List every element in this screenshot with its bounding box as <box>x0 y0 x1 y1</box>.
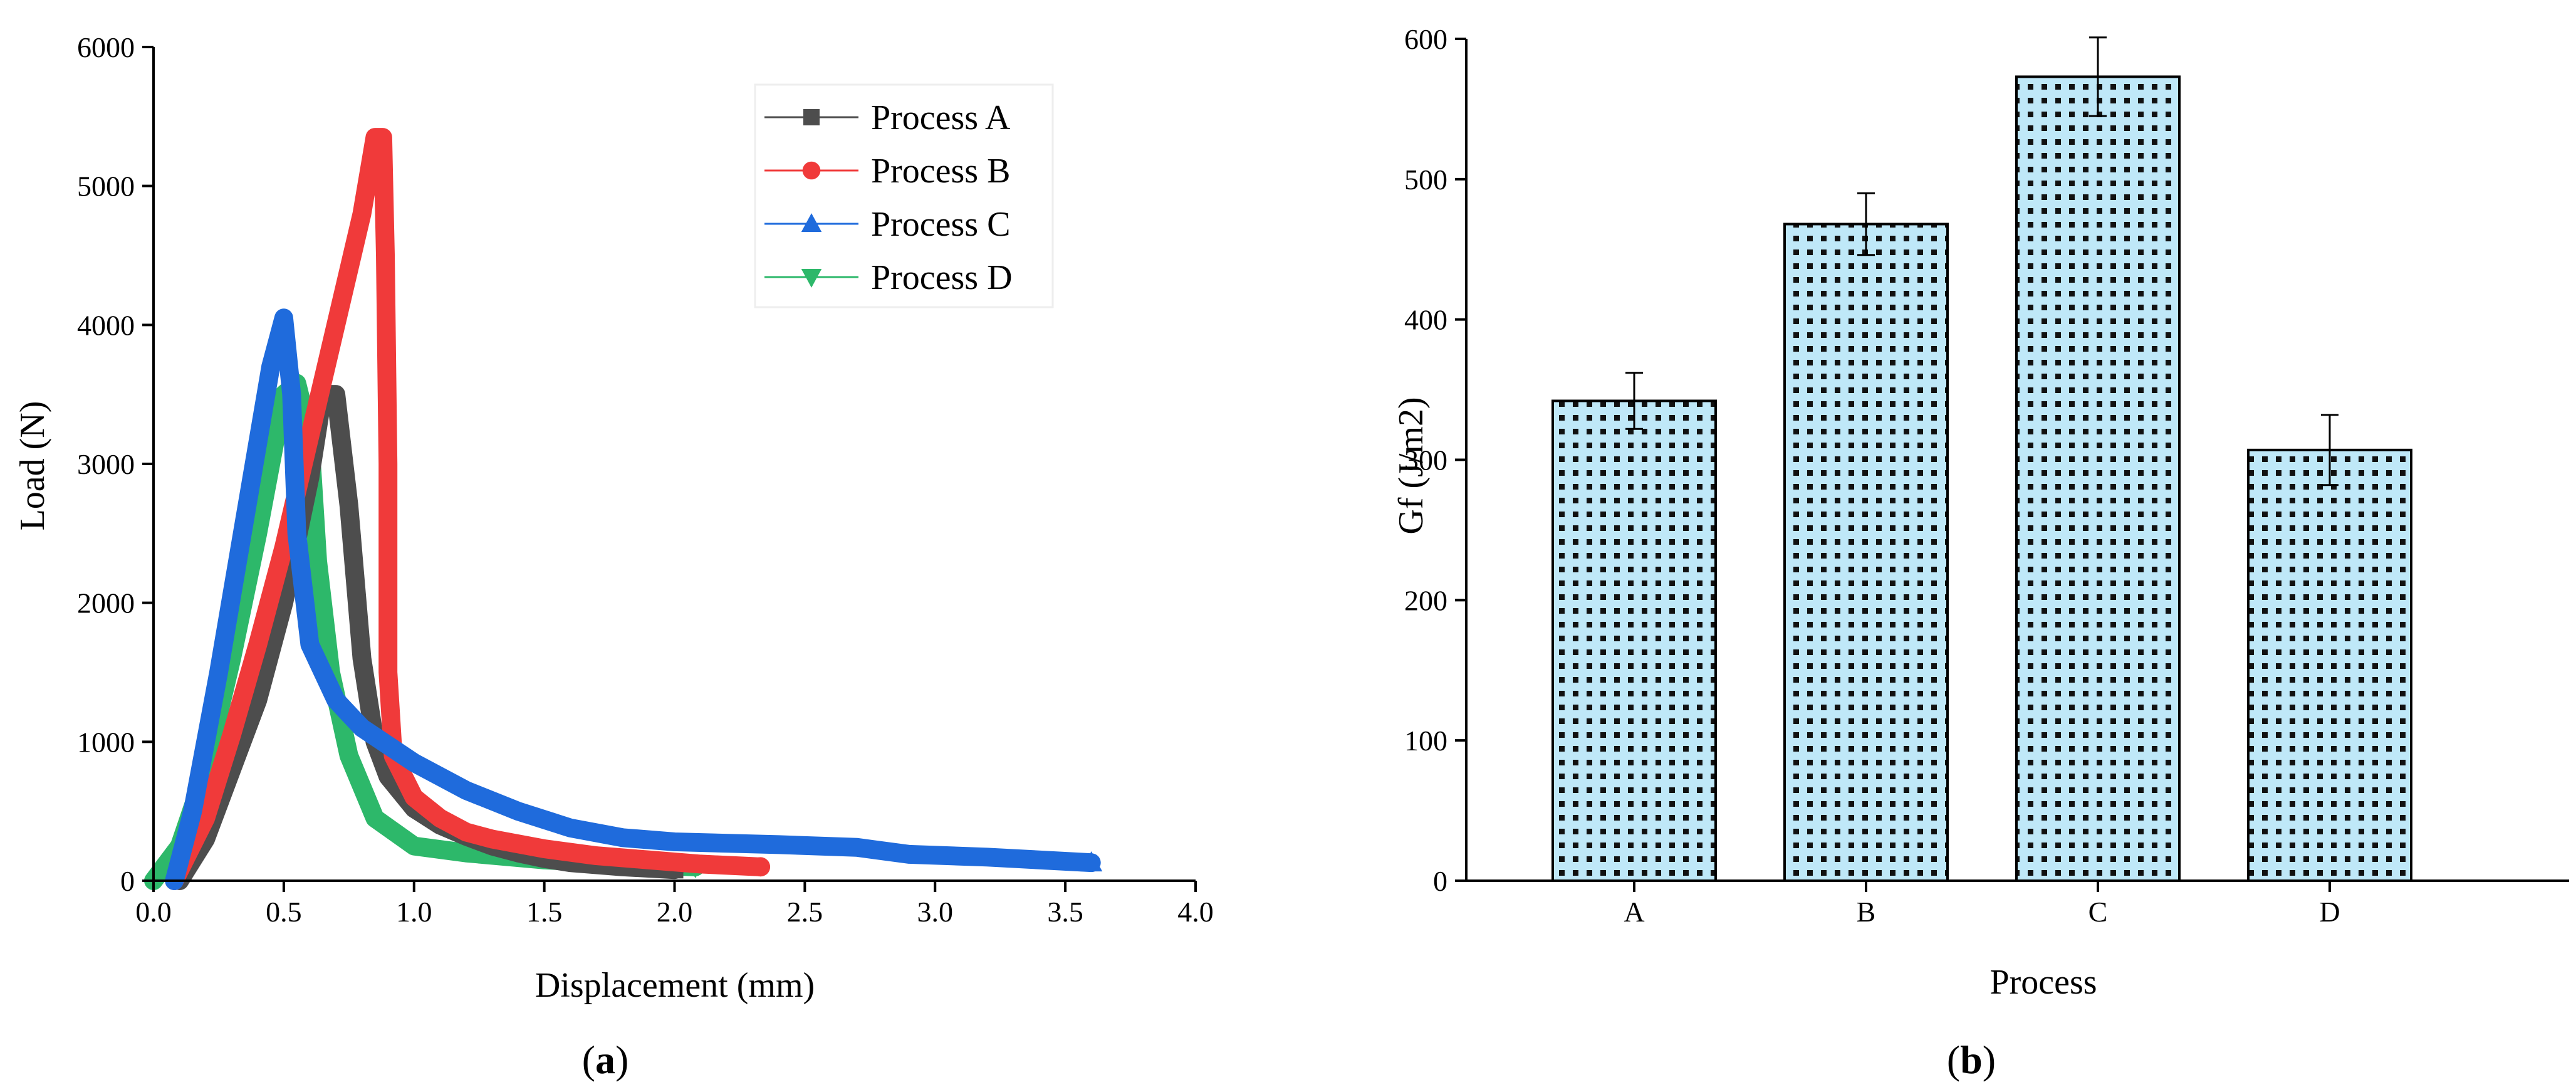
legend-label: Process D <box>871 258 1013 297</box>
tick-labels: 0.0 0.5 1.0 1.5 2.0 2.5 3.0 3.5 4.0 0 1000 2000 3000… <box>77 31 1214 928</box>
bar-D <box>2247 414 2412 882</box>
y-tick-label: 6000 <box>77 31 135 63</box>
legend-item: Process B <box>764 152 1010 191</box>
y-axis-title: Gf (J/m2) <box>1392 397 1431 534</box>
y-tick-label: 300 <box>1404 444 1447 476</box>
legend-item: Process A <box>764 98 1011 137</box>
y-tick-label: 600 <box>1404 23 1447 55</box>
bar-C <box>2015 36 2181 882</box>
x-tick-label: C <box>2088 896 2108 928</box>
load-displacement-chart: 0.0 0.5 1.0 1.5 2.0 2.5 3.0 3.5 4.0 0 1000 2000 3000… <box>13 31 1214 1082</box>
x-tick-label: 4.0 <box>1177 896 1214 928</box>
legend-marker <box>803 109 820 125</box>
y-tick-label: 1000 <box>77 726 135 758</box>
tick-labels: A B C D 0 100 200 300 400 500 600 <box>1404 23 2340 928</box>
legend-marker <box>801 269 822 288</box>
legend-label: Process C <box>871 205 1010 244</box>
series-layer <box>144 128 1103 890</box>
bar-B <box>1783 192 1949 883</box>
axes <box>1455 38 2569 892</box>
x-tick-label: 2.0 <box>657 896 693 928</box>
x-tick-label: 2.5 <box>787 896 823 928</box>
bar <box>2015 75 2181 882</box>
y-tick-label: 5000 <box>77 171 135 202</box>
y-tick-label: 2000 <box>77 587 135 619</box>
series-line <box>165 308 1101 890</box>
x-axis-title: Process <box>1989 963 2097 1002</box>
x-tick-label: A <box>1624 896 1644 928</box>
y-tick-label: 0 <box>1433 865 1447 897</box>
panel-label-b: (b) <box>1947 1037 1996 1082</box>
y-tick-label: 0 <box>120 865 135 897</box>
series-end-marker <box>1080 851 1103 872</box>
bar <box>1551 399 1717 882</box>
series-process-c <box>165 308 1103 890</box>
x-tick-label: 1.0 <box>396 896 432 928</box>
legend-item: Process D <box>764 258 1013 297</box>
legend-item: Process C <box>764 205 1010 244</box>
x-axis-title: Displacement (mm) <box>535 966 815 1005</box>
legend-label: Process A <box>871 98 1011 137</box>
bar <box>2247 448 2412 882</box>
axes <box>142 46 1197 892</box>
x-tick-label: 0.0 <box>135 896 172 928</box>
legend-marker <box>801 213 822 232</box>
panel-label-a: (a) <box>582 1037 629 1082</box>
legend-marker <box>802 161 821 180</box>
x-tick-label: 3.5 <box>1047 896 1083 928</box>
x-tick-label: B <box>1857 896 1876 928</box>
gf-bar-chart: A B C D 0 100 200 300 400 500 600 Process Gf (J/m2… <box>1392 23 2569 1082</box>
y-tick-label: 100 <box>1404 725 1447 757</box>
bar <box>1783 223 1949 883</box>
bar-A <box>1551 372 1717 882</box>
y-tick-label: 400 <box>1404 304 1447 336</box>
legend-label: Process B <box>871 152 1010 191</box>
bars <box>1551 36 2412 883</box>
x-tick-label: D <box>2319 896 2340 928</box>
series-line <box>165 128 770 890</box>
x-tick-label: 3.0 <box>917 896 954 928</box>
series-process-b <box>165 128 771 890</box>
y-tick-label: 500 <box>1404 164 1447 196</box>
x-tick-label: 1.5 <box>526 896 563 928</box>
y-tick-label: 4000 <box>77 309 135 341</box>
series-end-marker <box>751 857 771 877</box>
legend: Process A Process B Process C Process D <box>754 83 1054 308</box>
y-tick-label: 200 <box>1404 584 1447 616</box>
y-axis-title: Load (N) <box>13 401 52 531</box>
x-tick-label: 0.5 <box>266 896 302 928</box>
y-tick-label: 3000 <box>77 448 135 480</box>
